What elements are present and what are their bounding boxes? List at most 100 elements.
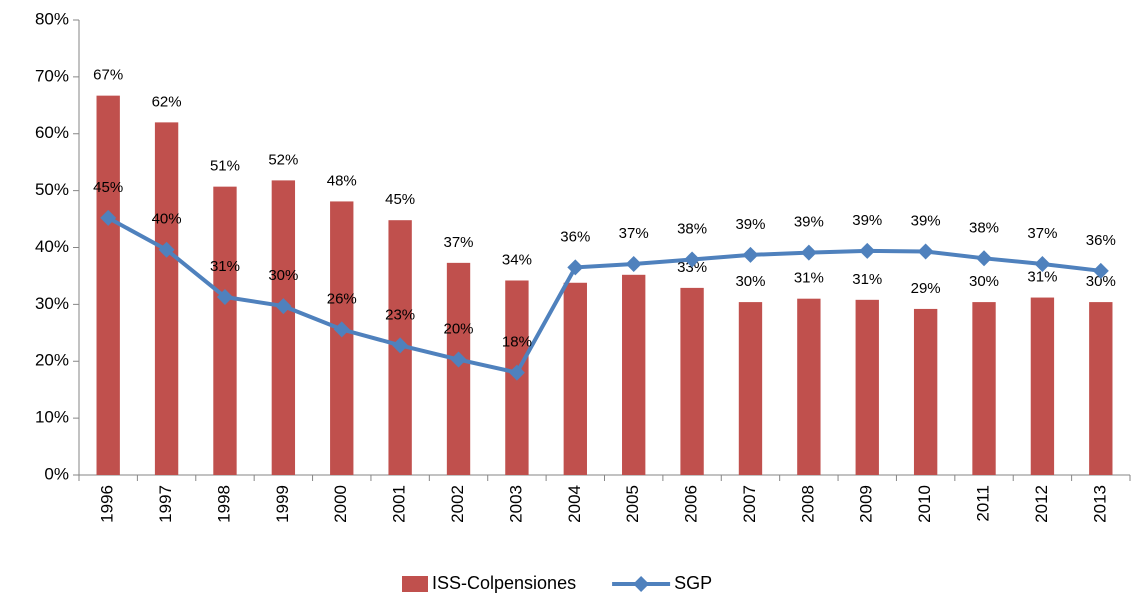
line-value-label: 40% bbox=[152, 211, 182, 228]
bar bbox=[972, 302, 996, 475]
bar-value-label: 30% bbox=[735, 273, 765, 290]
line-marker bbox=[333, 321, 350, 338]
x-tick-label: 2008 bbox=[798, 485, 817, 523]
line-marker bbox=[508, 364, 525, 381]
bar bbox=[622, 274, 646, 475]
legend-marker bbox=[633, 576, 650, 592]
line-marker bbox=[158, 241, 175, 258]
bar bbox=[855, 299, 879, 475]
bar-value-label: 31% bbox=[1027, 269, 1057, 286]
bar-value-label: 62% bbox=[152, 93, 182, 110]
line-marker bbox=[100, 209, 117, 226]
legend-label: ISS-Colpensiones bbox=[432, 573, 576, 593]
bar bbox=[1030, 297, 1055, 475]
x-tick-label: 1998 bbox=[214, 485, 233, 523]
x-tick-label: 2005 bbox=[623, 485, 642, 523]
y-tick-label: 30% bbox=[35, 294, 69, 313]
y-tick-label: 10% bbox=[35, 408, 69, 427]
x-tick-label: 2007 bbox=[740, 485, 759, 523]
x-tick-label: 2011 bbox=[974, 485, 993, 522]
line-value-label: 38% bbox=[677, 220, 707, 237]
bar-value-label: 67% bbox=[93, 67, 123, 84]
line-value-label: 30% bbox=[268, 267, 298, 284]
line-value-label: 39% bbox=[911, 212, 941, 229]
y-tick-label: 80% bbox=[35, 9, 69, 28]
bar bbox=[1089, 302, 1113, 475]
line-marker bbox=[917, 243, 934, 260]
bar-value-label: 48% bbox=[327, 172, 357, 189]
bar-value-label: 31% bbox=[852, 271, 882, 288]
line-marker bbox=[625, 255, 642, 272]
line-value-label: 31% bbox=[210, 258, 240, 275]
line-marker bbox=[1092, 262, 1109, 279]
line-marker bbox=[216, 288, 233, 305]
bar bbox=[96, 95, 120, 476]
bar bbox=[271, 180, 296, 475]
line-marker bbox=[976, 250, 993, 267]
bar bbox=[446, 262, 471, 475]
x-tick-label: 2012 bbox=[1032, 485, 1051, 523]
x-tick-label: 2001 bbox=[390, 485, 409, 523]
x-tick-label: 2000 bbox=[331, 485, 350, 523]
line-marker bbox=[567, 259, 584, 276]
bar bbox=[913, 308, 938, 475]
y-tick-label: 50% bbox=[35, 180, 69, 199]
bar bbox=[154, 122, 179, 475]
x-tick-label: 2010 bbox=[915, 485, 934, 523]
line-value-label: 26% bbox=[327, 290, 357, 307]
line-marker bbox=[742, 246, 759, 263]
y-tick-label: 0% bbox=[44, 464, 69, 483]
x-tick-label: 2009 bbox=[857, 485, 876, 523]
line-value-label: 37% bbox=[619, 225, 649, 242]
bar bbox=[797, 298, 821, 475]
line-value-label: 36% bbox=[560, 228, 590, 245]
line-value-label: 37% bbox=[1027, 225, 1057, 242]
bar bbox=[680, 287, 704, 475]
line-value-label: 23% bbox=[385, 306, 415, 323]
x-tick-label: 2006 bbox=[682, 485, 701, 523]
bar-value-label: 45% bbox=[385, 191, 415, 208]
line-value-label: 20% bbox=[444, 321, 474, 338]
bar-value-label: 31% bbox=[794, 270, 824, 287]
y-tick-label: 20% bbox=[35, 351, 69, 370]
y-tick-label: 70% bbox=[35, 66, 69, 85]
bar-value-label: 29% bbox=[911, 280, 941, 297]
line-marker bbox=[1034, 255, 1051, 272]
line-marker bbox=[684, 251, 701, 268]
x-tick-label: 1999 bbox=[273, 485, 292, 523]
line-value-label: 45% bbox=[93, 179, 123, 196]
line-marker bbox=[450, 351, 467, 368]
line-marker bbox=[859, 242, 876, 259]
bar-value-label: 30% bbox=[969, 273, 999, 290]
line-value-label: 39% bbox=[735, 216, 765, 233]
line-value-label: 39% bbox=[794, 214, 824, 231]
y-tick-label: 60% bbox=[35, 123, 69, 142]
bar-value-label: 51% bbox=[210, 158, 240, 175]
bar bbox=[330, 201, 354, 475]
x-tick-label: 2002 bbox=[448, 485, 467, 523]
x-tick-label: 2013 bbox=[1090, 485, 1109, 523]
line-marker bbox=[800, 244, 817, 261]
bar-value-label: 52% bbox=[268, 151, 298, 168]
x-tick-label: 2003 bbox=[506, 485, 525, 523]
bar-value-label: 30% bbox=[1086, 273, 1116, 290]
legend-label: SGP bbox=[674, 573, 712, 593]
line bbox=[107, 216, 1102, 375]
bar bbox=[563, 282, 587, 475]
line-value-label: 36% bbox=[1086, 232, 1116, 249]
y-tick-label: 40% bbox=[35, 237, 69, 256]
line-marker bbox=[392, 337, 409, 354]
line-value-label: 39% bbox=[852, 212, 882, 229]
x-tick-label: 1997 bbox=[156, 485, 175, 523]
bar-value-label: 37% bbox=[444, 234, 474, 251]
x-tick-label: 1996 bbox=[98, 485, 117, 523]
bar-value-label: 34% bbox=[502, 251, 532, 268]
line-value-label: 38% bbox=[969, 219, 999, 236]
line-marker bbox=[275, 298, 292, 315]
x-tick-label: 2004 bbox=[565, 485, 584, 523]
legend-swatch bbox=[402, 576, 428, 592]
bar bbox=[213, 186, 237, 476]
line-value-label: 18% bbox=[502, 334, 532, 351]
bar bbox=[738, 302, 763, 475]
